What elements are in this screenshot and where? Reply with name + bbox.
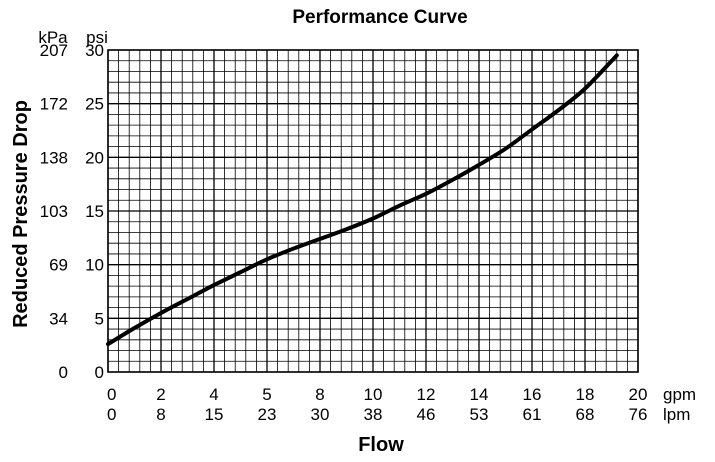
y-tick-label-psi: 0: [95, 363, 104, 382]
y-tick-label-psi: 15: [85, 202, 104, 221]
x-tick-label-lpm: 38: [364, 405, 383, 424]
y-axis-title: Reduced Pressure Drop: [10, 100, 32, 328]
y-tick-label-kpa: 207: [40, 41, 68, 60]
chart-title: Performance Curve: [292, 7, 467, 28]
y-tick-label-kpa: 103: [40, 202, 68, 221]
x-tick-label-lpm: 0: [107, 405, 116, 424]
x-tick-label-gpm: 5: [262, 385, 271, 404]
x-unit-primary-label: gpm: [663, 385, 696, 404]
x-tick-label-lpm: 76: [629, 405, 648, 424]
x-tick-label-gpm: 8: [315, 385, 324, 404]
x-tick-label-lpm: 46: [417, 405, 436, 424]
y-tick-label-kpa: 34: [49, 309, 68, 328]
performance-curve-line: [106, 53, 619, 347]
y-tick-label-psi: 20: [85, 148, 104, 167]
x-axis-title: Flow: [358, 434, 404, 456]
x-tick-label-lpm: 8: [156, 405, 165, 424]
y-tick-labels: 0 0 5 34 10 69 15 103 20 138 25 172 30 207: [40, 41, 104, 382]
y-tick-label-kpa: 69: [49, 256, 68, 275]
x-tick-label-lpm: 15: [205, 405, 224, 424]
x-tick-label-lpm: 23: [258, 405, 277, 424]
y-tick-label-kpa: 0: [59, 363, 68, 382]
x-tick-label-gpm: 4: [209, 385, 218, 404]
y-tick-label-psi: 30: [85, 41, 104, 60]
x-tick-label-lpm: 61: [523, 405, 542, 424]
x-tick-label-gpm: 12: [417, 385, 436, 404]
x-tick-label-gpm: 18: [576, 385, 595, 404]
y-tick-label-kpa: 172: [40, 95, 68, 114]
x-tick-label-gpm: 14: [470, 385, 489, 404]
x-tick-label-gpm: 20: [629, 385, 648, 404]
x-tick-label-gpm: 0: [107, 385, 116, 404]
y-tick-label-psi: 5: [95, 309, 104, 328]
y-tick-label-psi: 25: [85, 95, 104, 114]
x-tick-label-gpm: 16: [523, 385, 542, 404]
x-tick-label-gpm: 10: [364, 385, 383, 404]
y-tick-label-kpa: 138: [40, 148, 68, 167]
y-unit-primary-label: psi: [86, 28, 108, 47]
x-tick-label-lpm: 30: [311, 405, 330, 424]
y-tick-label-psi: 10: [85, 256, 104, 275]
y-unit-secondary-label: kPa: [38, 28, 68, 47]
x-tick-label-gpm: 2: [156, 385, 165, 404]
x-tick-label-lpm: 53: [470, 405, 489, 424]
x-tick-label-lpm: 68: [576, 405, 595, 424]
x-unit-secondary-label: lpm: [663, 405, 690, 424]
plot-border: [107, 49, 639, 373]
plot-grid: [107, 49, 639, 373]
